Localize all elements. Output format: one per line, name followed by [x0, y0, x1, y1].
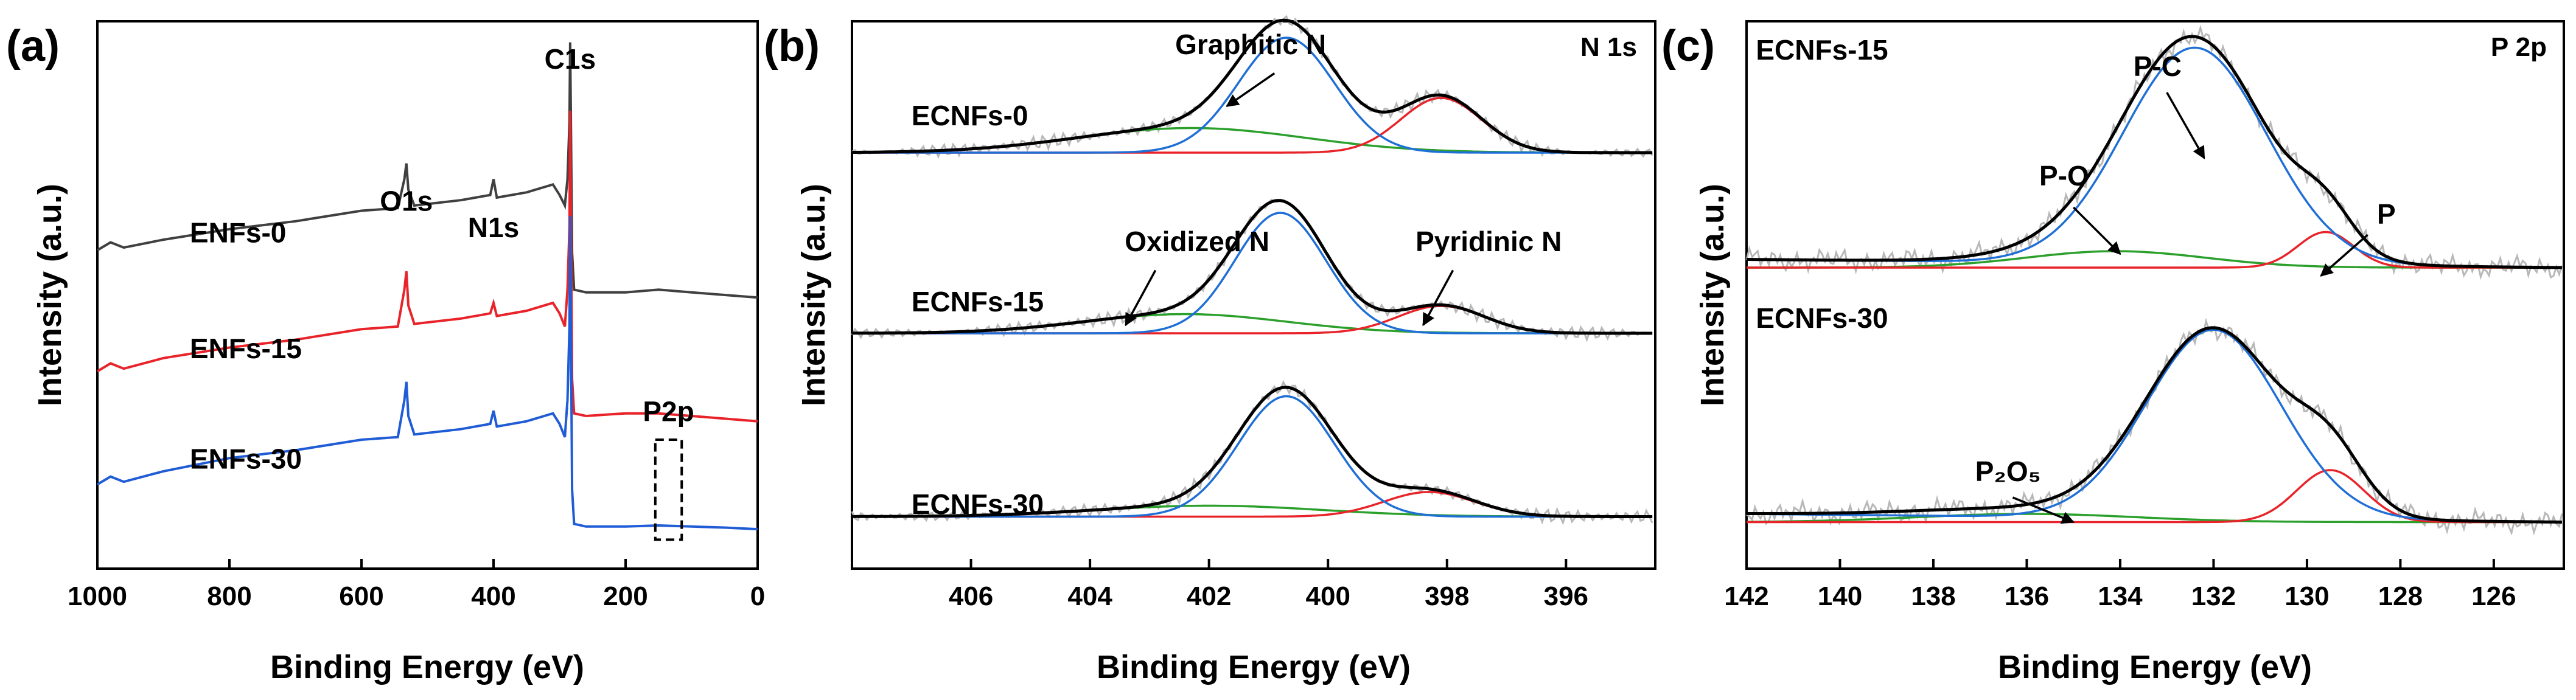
panel-b-y-axis-title: Intensity (a.u.) [795, 184, 832, 406]
peak-label: O1s [380, 185, 433, 217]
panel-c-x-axis: 142 140 138 136 134 132 130 128 126 [1724, 559, 2516, 611]
panel-b-x-tick-label: 404 [1067, 581, 1112, 611]
panel-a-x-tick-label: 600 [339, 581, 383, 611]
panel-b-x-tick-label: 396 [1544, 581, 1588, 611]
panel-a-frame [96, 20, 759, 570]
component-label: P-C [2134, 50, 2182, 82]
component-label: Graphitic N [1175, 29, 1326, 60]
panel-b-frame [851, 20, 1656, 570]
graphitic-n-component [852, 36, 1653, 154]
raw-spectrum-ECNFs-30 [1746, 317, 2563, 536]
component-label: P [2377, 198, 2396, 230]
fit-envelope-ECNFs-15 [851, 199, 1653, 335]
p-c-component [1747, 328, 2562, 524]
panel-a-x-axis: 1000 800 600 400 200 0 [68, 559, 765, 611]
panel-c-x-tick-label: 140 [1818, 581, 1862, 611]
panel-b-x-tick-label: 398 [1425, 581, 1469, 611]
fit-envelope-ECNFs-0 [852, 18, 1653, 154]
panel-b-n1s: (b) ECNFs-0 ECNFs-15 ECNFs-30 Graphitic N Ox… [764, 15, 1656, 685]
panel-a-x-tick-label: 0 [750, 581, 765, 611]
panel-c-x-tick-label: 136 [2005, 581, 2049, 611]
component-label: P-O [2039, 160, 2089, 192]
fit-envelope-ECNFs-30 [1747, 326, 2562, 524]
panel-a-x-axis-title: Binding Energy (eV) [270, 649, 584, 685]
fit-envelope-ECNFs-30 [852, 386, 1653, 518]
panel-c-p2p: (c) ECNFs-15 ECNFs-30 P-C P-O P P₂O₅ 142 140 13… [1661, 20, 2565, 685]
panel-c-x-tick-label: 132 [2191, 581, 2236, 611]
arrow-p2o5 [2012, 496, 2075, 524]
panel-b-letter: (b) [764, 22, 820, 71]
graphitic-n-component [852, 395, 1653, 518]
panel-c-x-tick-label: 130 [2285, 581, 2329, 611]
panel-b-region-label: N 1s [1580, 32, 1637, 62]
p-component [1747, 230, 2562, 269]
panel-b-x-tick-label: 402 [1187, 581, 1231, 611]
panel-c-frame [1745, 20, 2565, 570]
arrow-p [2320, 234, 2368, 277]
panel-b-x-axis-title: Binding Energy (eV) [1097, 649, 1411, 685]
panel-c-region-label: P 2p [2491, 32, 2547, 62]
panel-b-x-axis: 406 404 402 400 398 396 [949, 559, 1588, 611]
arrow-oxidized-n [1125, 269, 1157, 327]
series-label: ENFs-0 [190, 217, 286, 248]
component-label: Oxidized N [1125, 226, 1269, 257]
panel-a-survey: (a) ENFs-0 ENFs-15 ENFs-30 O1s N1s C1s P2p 100… [6, 20, 765, 685]
series-label: ECNFs-15 [1756, 34, 1888, 66]
panel-c-x-tick-label: 142 [1724, 581, 1768, 611]
arrow-graphitic-n [1226, 72, 1276, 107]
p-component [1747, 469, 2562, 524]
panel-a-x-tick-label: 200 [603, 581, 647, 611]
component-label: Pyridinic N [1415, 226, 1562, 257]
panel-a-x-tick-label: 400 [471, 581, 515, 611]
panel-c-plot-area: ECNFs-15 ECNFs-30 P-C P-O P P₂O₅ [1745, 24, 2563, 536]
arrow-pyridinic-n [1422, 269, 1454, 327]
p2p-region-box [654, 438, 683, 541]
arrow-p-o [2072, 206, 2121, 255]
panel-a-plot-area: ENFs-0 ENFs-15 ENFs-30 O1s N1s C1s P2p [96, 42, 758, 541]
panel-c-x-tick-label: 138 [1911, 581, 1955, 611]
series-label: ENFs-30 [190, 443, 302, 475]
series-label: ECNFs-0 [912, 100, 1028, 131]
peak-label: N1s [468, 212, 519, 243]
panel-a-x-tick-label: 800 [207, 581, 251, 611]
panel-c-x-tick-label: 126 [2471, 581, 2516, 611]
arrow-p-c [2166, 92, 2205, 159]
panel-c-x-axis-title: Binding Energy (eV) [1998, 649, 2312, 685]
panel-b-x-tick-label: 406 [949, 581, 993, 611]
graphitic-n-component [852, 212, 1653, 334]
series-label: ENFs-15 [190, 333, 302, 364]
peak-label: C1s [545, 43, 596, 75]
panel-b-x-tick-label: 400 [1306, 581, 1350, 611]
panel-c-x-tick-label: 128 [2378, 581, 2423, 611]
series-label: ECNFs-30 [1756, 302, 1888, 334]
panel-a-y-axis-title: Intensity (a.u.) [32, 184, 68, 406]
peak-label: P2p [643, 396, 694, 428]
fit-envelope-ECNFs-15 [1747, 35, 2562, 269]
panel-a-x-tick-label: 1000 [68, 581, 127, 611]
series-label: ECNFs-15 [912, 286, 1044, 317]
panel-a-letter: (a) [6, 22, 60, 71]
series-label: ECNFs-30 [912, 488, 1044, 520]
panel-c-x-tick-label: 134 [2098, 581, 2143, 611]
series-ENFs-15 [96, 111, 758, 423]
component-label: P₂O₅ [1975, 456, 2041, 487]
series-ENFs-30 [96, 216, 758, 531]
series-ENFs-0 [96, 42, 758, 299]
panel-c-letter: (c) [1661, 22, 1715, 71]
panel-c-y-axis-title: Intensity (a.u.) [1694, 184, 1731, 406]
panel-b-plot-area: ECNFs-0 ECNFs-15 ECNFs-30 Graphitic N Oxidiz… [851, 15, 1653, 525]
